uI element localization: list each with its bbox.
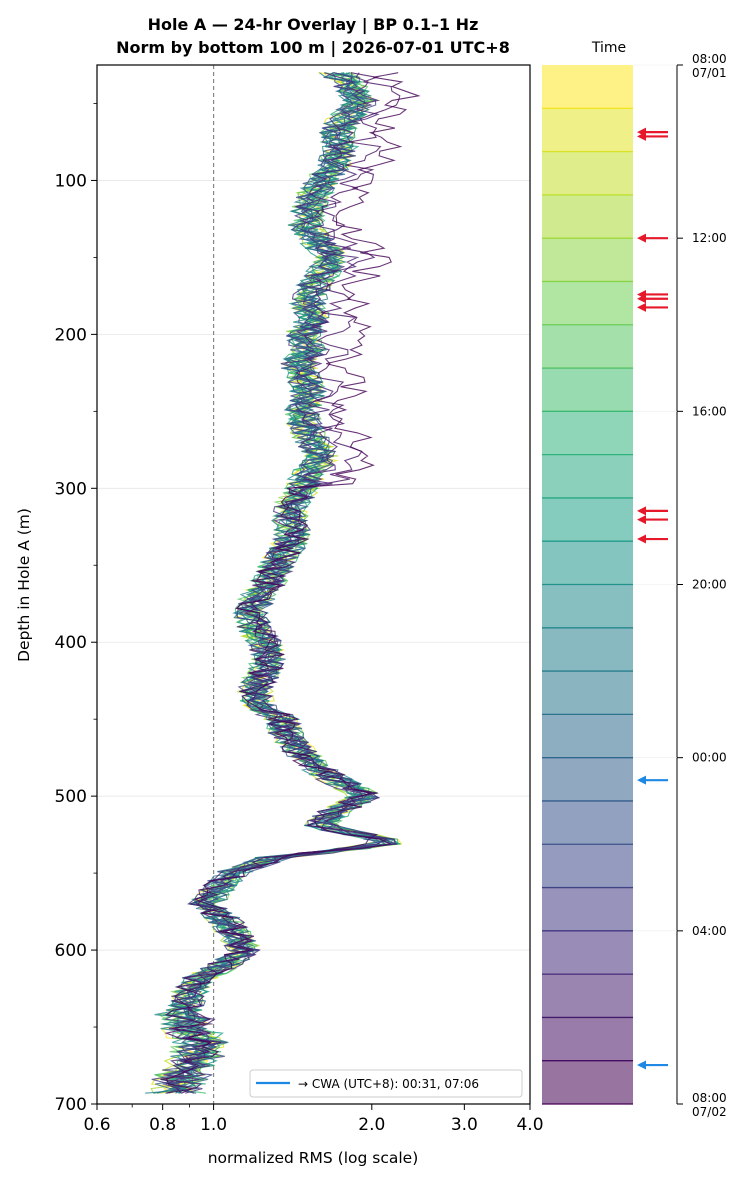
colorbar-bin-11 xyxy=(542,541,633,585)
colorbar-arrows xyxy=(637,127,668,1070)
x-axis: 0.6 0.8 1.0 2.0 3.0 4.0 xyxy=(83,1104,544,1135)
colorbar xyxy=(542,65,633,1105)
colorbar-bin-6 xyxy=(542,324,633,369)
legend-box xyxy=(249,1069,523,1098)
colorbar-bin-19 xyxy=(542,887,633,931)
red-arrow-2-head xyxy=(637,233,646,243)
series-line-16 xyxy=(166,72,396,1094)
colorbar-tick-label-5: 04:00 xyxy=(692,924,727,938)
series-line-23 xyxy=(160,72,401,1094)
colorbar-tick-label-2: 16:00 xyxy=(692,404,727,418)
y-tick-label-3: 400 xyxy=(55,633,87,653)
y-tick-label-2: 300 xyxy=(55,479,87,499)
colorbar-bin-3 xyxy=(542,194,633,239)
colorbar-bin-1 xyxy=(542,108,633,152)
colorbar-bin-9 xyxy=(542,454,633,498)
series-line-20 xyxy=(151,72,397,1094)
series-line-19 xyxy=(162,72,396,1094)
y-tick-label-5: 600 xyxy=(55,941,87,961)
red-arrow-8-head xyxy=(637,534,646,544)
legend-label: → CWA (UTC+8): 00:31, 07:06 xyxy=(298,1077,479,1091)
red-arrow-7-head xyxy=(637,515,646,525)
x-tick-label-5: 4.0 xyxy=(516,1115,543,1135)
plot-border xyxy=(96,64,531,1105)
colorbar-tick-label-6: 08:00 07/02 xyxy=(692,1091,727,1119)
colorbar-bin-10 xyxy=(542,497,633,542)
y-tick-label-4: 500 xyxy=(55,787,87,807)
y-tick-label-0: 100 xyxy=(55,171,87,191)
blue-arrow-1-head xyxy=(637,1060,646,1070)
colorbar-tick-label-1: 12:00 xyxy=(692,231,727,245)
x-tick-label-4: 3.0 xyxy=(451,1115,478,1135)
red-arrow-4-head xyxy=(637,294,646,304)
colorbar-bin-15 xyxy=(542,714,633,758)
colorbar-bin-12 xyxy=(542,584,633,628)
x-axis-label: normalized RMS (log scale) xyxy=(208,1149,419,1167)
y-tick-label-6: 700 xyxy=(55,1095,87,1115)
series-line-9 xyxy=(164,72,401,1094)
y-axis-label: Depth in Hole A (m) xyxy=(15,508,33,662)
blue-arrow-0-head xyxy=(637,775,646,785)
colorbar-bin-5 xyxy=(542,281,633,325)
colorbar-bin-14 xyxy=(542,671,633,715)
colorbar-axis: 08:00 07/01 12:00 16:00 20:00 00:00 04:00 08:00… xyxy=(633,52,727,1119)
legend: → CWA (UTC+8): 00:31, 07:06 xyxy=(249,1069,523,1098)
plot-lines xyxy=(145,72,421,1094)
colorbar-bin-16 xyxy=(542,757,633,801)
red-arrow-6-head xyxy=(637,506,646,516)
colorbar-bin-23 xyxy=(542,1060,633,1104)
x-tick-label-1: 0.8 xyxy=(149,1115,176,1135)
x-tick-label-2: 1.0 xyxy=(200,1115,227,1135)
colorbar-bin-4 xyxy=(542,238,633,282)
colorbar-bin-22 xyxy=(542,1017,633,1061)
y-axis: 100 200 300 400 500 600 700 xyxy=(55,103,97,1115)
red-arrow-5-head xyxy=(637,302,646,312)
colorbar-bin-20 xyxy=(542,930,633,975)
x-tick-label-0: 0.6 xyxy=(83,1115,110,1135)
colorbar-title: Time xyxy=(591,40,626,56)
colorbar-bin-2 xyxy=(542,151,633,195)
series-line-10 xyxy=(168,72,401,1094)
red-arrow-1-head xyxy=(637,131,646,141)
colorbar-tick-label-3: 20:00 xyxy=(692,578,727,592)
colorbar-bin-17 xyxy=(542,800,633,845)
chart-title-line2: Norm by bottom 100 m | 2026-07-01 UTC+8 xyxy=(116,38,510,58)
colorbar-tick-label-0: 08:00 07/01 xyxy=(692,52,727,80)
chart-title: Hole A — 24-hr Overlay | BP 0.1–1 Hz Nor… xyxy=(116,15,510,58)
chart-title-line1: Hole A — 24-hr Overlay | BP 0.1–1 Hz xyxy=(148,15,479,35)
series-line-24 xyxy=(164,72,421,1094)
x-tick-label-3: 2.0 xyxy=(358,1115,385,1135)
colorbar-tick-label-4: 00:00 xyxy=(692,751,727,765)
y-tick-label-1: 200 xyxy=(55,325,87,345)
colorbar-bin-0 xyxy=(542,65,633,109)
colorbar-bin-7 xyxy=(542,368,633,412)
series-line-12 xyxy=(167,72,394,1094)
colorbar-bin-21 xyxy=(542,974,633,1018)
colorbar-bin-18 xyxy=(542,844,633,888)
colorbar-bin-8 xyxy=(542,411,633,455)
plot-frame xyxy=(96,64,531,1105)
colorbar-bin-13 xyxy=(542,627,633,672)
